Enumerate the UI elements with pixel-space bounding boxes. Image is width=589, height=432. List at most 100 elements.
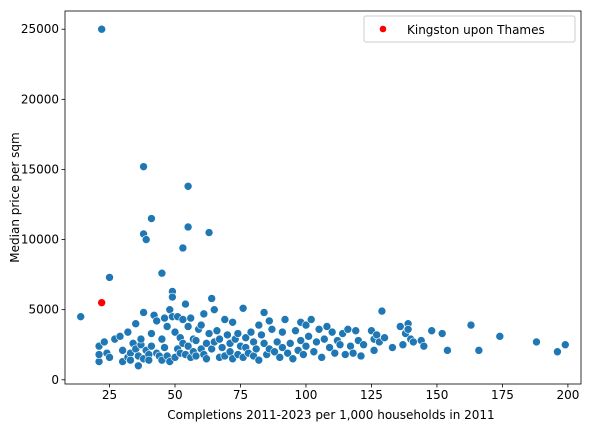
data-point bbox=[183, 222, 193, 232]
data-point bbox=[474, 346, 484, 355]
data-point bbox=[312, 337, 321, 347]
data-point bbox=[380, 333, 389, 343]
data-point bbox=[532, 337, 541, 347]
data-point bbox=[395, 322, 405, 331]
data-point bbox=[443, 346, 452, 355]
data-point bbox=[267, 325, 277, 334]
data-point bbox=[259, 339, 269, 348]
data-point bbox=[191, 336, 201, 345]
data-point bbox=[299, 350, 308, 359]
data-point bbox=[254, 320, 264, 330]
data-point bbox=[191, 351, 201, 361]
data-point bbox=[183, 181, 193, 191]
data-point bbox=[152, 316, 161, 326]
data-point bbox=[320, 334, 329, 344]
data-point bbox=[204, 228, 214, 237]
x-axis-ticks: 25 50 75 100 125 150 175 200 bbox=[102, 384, 579, 402]
data-point bbox=[275, 353, 285, 362]
data-point bbox=[186, 313, 196, 323]
data-point bbox=[359, 340, 368, 350]
x-tick-label: 25 bbox=[102, 388, 117, 402]
data-point bbox=[183, 322, 193, 331]
data-point bbox=[105, 353, 114, 362]
data-point bbox=[196, 320, 206, 330]
data-point bbox=[419, 341, 429, 351]
data-point bbox=[76, 312, 86, 321]
data-point bbox=[215, 334, 224, 344]
data-point bbox=[178, 315, 188, 324]
data-point bbox=[322, 322, 332, 331]
legend-label: Kingston upon Thames bbox=[407, 23, 545, 37]
data-point bbox=[301, 320, 311, 330]
data-point bbox=[369, 346, 379, 355]
y-tick-label: 0 bbox=[51, 373, 59, 387]
data-point bbox=[105, 273, 114, 282]
data-point bbox=[228, 318, 237, 327]
data-point bbox=[309, 347, 319, 357]
data-point bbox=[115, 332, 125, 341]
data-point bbox=[131, 319, 141, 329]
y-tick-label: 15000 bbox=[21, 162, 59, 176]
data-point bbox=[343, 325, 353, 334]
data-point bbox=[168, 292, 177, 302]
highlight-point bbox=[97, 298, 106, 307]
data-point bbox=[348, 348, 358, 358]
y-axis-ticks: 0 5000 10000 15000 20000 25000 bbox=[21, 22, 65, 387]
data-point bbox=[301, 341, 311, 351]
data-point bbox=[388, 343, 397, 352]
data-point bbox=[327, 327, 337, 337]
data-point bbox=[251, 344, 261, 354]
data-point bbox=[403, 325, 413, 334]
data-point bbox=[202, 354, 211, 364]
data-point bbox=[139, 162, 148, 171]
data-point bbox=[257, 330, 266, 340]
data-point bbox=[170, 327, 180, 337]
data-point bbox=[351, 326, 361, 336]
data-point bbox=[283, 348, 292, 358]
x-tick-label: 175 bbox=[491, 388, 514, 402]
data-point bbox=[306, 315, 316, 324]
x-tick-label: 150 bbox=[425, 388, 448, 402]
data-point bbox=[238, 303, 248, 313]
legend: Kingston upon Thames bbox=[363, 15, 576, 43]
data-point bbox=[199, 309, 209, 319]
data-point bbox=[204, 329, 214, 338]
data-point bbox=[495, 332, 505, 341]
data-point bbox=[246, 327, 256, 337]
data-point bbox=[139, 308, 148, 317]
x-tick-label: 75 bbox=[233, 388, 248, 402]
data-point bbox=[160, 313, 169, 323]
y-tick-label: 5000 bbox=[28, 303, 59, 317]
data-points bbox=[76, 24, 570, 371]
data-point bbox=[241, 333, 251, 343]
data-point bbox=[285, 339, 295, 348]
data-point bbox=[126, 355, 135, 365]
data-point bbox=[330, 348, 340, 358]
data-point bbox=[398, 340, 408, 350]
x-tick-label: 50 bbox=[167, 388, 182, 402]
data-point bbox=[144, 355, 154, 365]
data-point bbox=[178, 243, 188, 253]
data-point bbox=[136, 334, 146, 344]
data-point bbox=[233, 329, 243, 338]
data-point bbox=[278, 343, 287, 352]
data-point bbox=[217, 343, 227, 352]
data-point bbox=[183, 341, 193, 351]
x-axis-label: Completions 2011-2023 per 1,000 househol… bbox=[167, 408, 494, 422]
data-point bbox=[162, 322, 172, 331]
y-tick-label: 20000 bbox=[21, 92, 59, 106]
plot-frame bbox=[64, 10, 582, 385]
data-point bbox=[220, 315, 230, 324]
data-point bbox=[272, 337, 282, 347]
data-point bbox=[223, 330, 232, 340]
x-tick-label: 200 bbox=[556, 388, 579, 402]
data-point bbox=[141, 235, 151, 244]
data-point bbox=[296, 336, 306, 345]
data-point bbox=[340, 350, 350, 359]
data-point bbox=[134, 361, 143, 371]
data-point bbox=[335, 340, 345, 350]
data-point bbox=[118, 346, 127, 355]
data-point bbox=[317, 353, 326, 362]
data-point bbox=[377, 306, 387, 316]
